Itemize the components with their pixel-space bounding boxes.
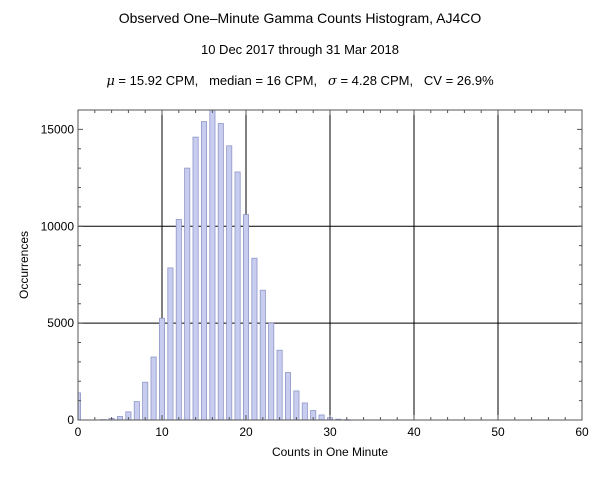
histogram-bar	[301, 402, 308, 421]
histogram-bar	[158, 317, 166, 421]
x-axis-tick-labels: 0 10 20 30 40 50 60	[75, 425, 589, 439]
histogram-bar	[251, 257, 258, 421]
y-axis-label: Occurrences	[17, 231, 31, 299]
sigma-stats-text: = 4.28 CPM, CV = 26.9%	[336, 73, 494, 88]
chart-subtitle: 10 Dec 2017 through 31 Mar 2018	[200, 42, 400, 57]
histogram-bar	[192, 136, 199, 421]
histogram-bar	[175, 219, 182, 421]
y-tick-label: 5000	[47, 316, 74, 330]
x-tick-label: 60	[575, 425, 589, 439]
mu-stats-text: = 15.92 CPM, median = 16 CPM,	[114, 73, 328, 88]
histogram-bar	[184, 167, 191, 421]
histogram-bar	[284, 372, 292, 421]
y-tick-label: 15000	[41, 122, 75, 136]
histogram-bar	[293, 390, 300, 421]
y-tick-label: 10000	[41, 219, 75, 233]
histogram-bar	[226, 145, 233, 421]
histogram-bar	[217, 123, 224, 421]
mu-symbol: μ	[106, 74, 115, 89]
x-tick-label: 10	[155, 425, 169, 439]
x-tick-label: 20	[239, 425, 253, 439]
x-tick-label: 50	[491, 425, 505, 439]
histogram-bars	[77, 109, 350, 421]
histogram-bar	[268, 322, 275, 421]
histogram-bar	[259, 289, 266, 421]
axis-ticks	[77, 109, 583, 421]
y-tick-label: 0	[67, 413, 74, 427]
histogram-bar	[242, 214, 250, 421]
histogram-bar	[150, 356, 157, 421]
histogram-bar	[133, 401, 140, 421]
x-tick-label: 30	[323, 425, 337, 439]
histogram-bar	[200, 121, 208, 421]
y-axis-tick-labels: 0 5000 10000 15000	[41, 122, 75, 427]
histogram-bar	[234, 171, 241, 421]
chart-stats-line: μ = 15.92 CPM, median = 16 CPM, σ = 4.28…	[0, 73, 600, 89]
x-tick-label: 40	[407, 425, 421, 439]
x-tick-label: 0	[75, 425, 82, 439]
histogram-bar	[142, 381, 149, 421]
sigma-symbol: σ	[327, 74, 337, 89]
histogram-bar	[116, 416, 124, 421]
histogram-bar	[318, 414, 325, 421]
x-axis-label: Counts in One Minute	[272, 445, 388, 459]
histogram-bar	[209, 109, 216, 421]
histogram-bar	[276, 349, 283, 421]
histogram-bar	[167, 267, 174, 421]
chart-title: Observed One–Minute Gamma Counts Histogr…	[118, 10, 482, 26]
